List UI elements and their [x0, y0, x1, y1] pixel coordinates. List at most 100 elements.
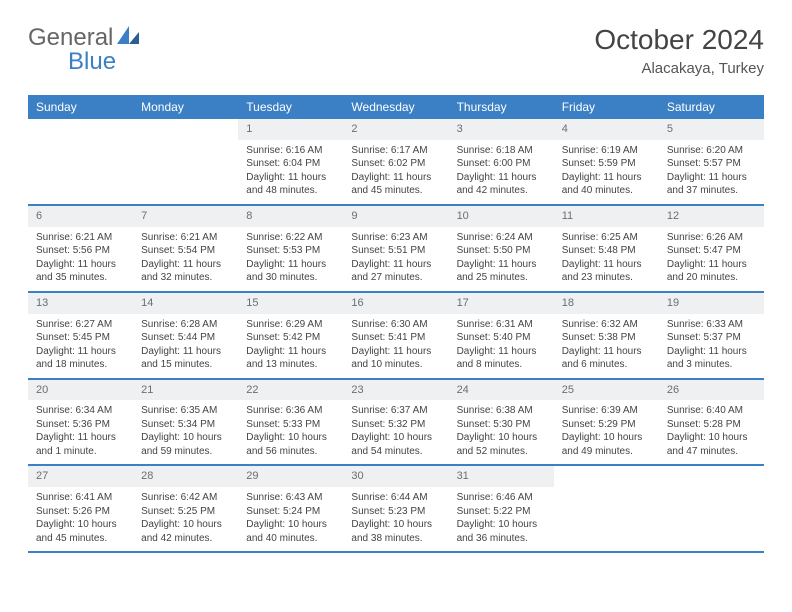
daylight-text: Daylight: 10 hours and 40 minutes.	[246, 518, 335, 545]
day-body: Sunrise: 6:22 AMSunset: 5:53 PMDaylight:…	[238, 227, 343, 291]
day-cell: 21Sunrise: 6:35 AMSunset: 5:34 PMDayligh…	[133, 380, 238, 465]
day-body: Sunrise: 6:24 AMSunset: 5:50 PMDaylight:…	[449, 227, 554, 291]
day-number: 24	[449, 380, 554, 401]
day-body: Sunrise: 6:34 AMSunset: 5:36 PMDaylight:…	[28, 400, 133, 464]
daylight-text: Daylight: 11 hours and 48 minutes.	[246, 171, 335, 198]
day-cell	[133, 119, 238, 204]
day-number: 30	[343, 466, 448, 487]
sunset-text: Sunset: 6:00 PM	[457, 157, 546, 171]
day-cell: 30Sunrise: 6:44 AMSunset: 5:23 PMDayligh…	[343, 466, 448, 551]
day-cell: 27Sunrise: 6:41 AMSunset: 5:26 PMDayligh…	[28, 466, 133, 551]
day-body: Sunrise: 6:37 AMSunset: 5:32 PMDaylight:…	[343, 400, 448, 464]
day-header: Friday	[554, 95, 659, 119]
sunset-text: Sunset: 5:44 PM	[141, 331, 230, 345]
day-body: Sunrise: 6:18 AMSunset: 6:00 PMDaylight:…	[449, 140, 554, 204]
daylight-text: Daylight: 11 hours and 20 minutes.	[667, 258, 756, 285]
sunset-text: Sunset: 5:40 PM	[457, 331, 546, 345]
day-cell: 10Sunrise: 6:24 AMSunset: 5:50 PMDayligh…	[449, 206, 554, 291]
sunset-text: Sunset: 5:23 PM	[351, 505, 440, 519]
sunrise-text: Sunrise: 6:39 AM	[562, 404, 651, 418]
sunrise-text: Sunrise: 6:21 AM	[141, 231, 230, 245]
day-body: Sunrise: 6:40 AMSunset: 5:28 PMDaylight:…	[659, 400, 764, 464]
day-number: 13	[28, 293, 133, 314]
sunset-text: Sunset: 5:47 PM	[667, 244, 756, 258]
day-cell	[554, 466, 659, 551]
day-cell: 7Sunrise: 6:21 AMSunset: 5:54 PMDaylight…	[133, 206, 238, 291]
day-cell: 5Sunrise: 6:20 AMSunset: 5:57 PMDaylight…	[659, 119, 764, 204]
day-cell: 12Sunrise: 6:26 AMSunset: 5:47 PMDayligh…	[659, 206, 764, 291]
sunrise-text: Sunrise: 6:43 AM	[246, 491, 335, 505]
calendar: Sunday Monday Tuesday Wednesday Thursday…	[28, 95, 764, 553]
day-cell: 8Sunrise: 6:22 AMSunset: 5:53 PMDaylight…	[238, 206, 343, 291]
day-number: 15	[238, 293, 343, 314]
day-cell: 3Sunrise: 6:18 AMSunset: 6:00 PMDaylight…	[449, 119, 554, 204]
day-header: Sunday	[28, 95, 133, 119]
sunset-text: Sunset: 5:42 PM	[246, 331, 335, 345]
day-body: Sunrise: 6:42 AMSunset: 5:25 PMDaylight:…	[133, 487, 238, 551]
day-number: 28	[133, 466, 238, 487]
day-number: 21	[133, 380, 238, 401]
daylight-text: Daylight: 11 hours and 6 minutes.	[562, 345, 651, 372]
day-number: 27	[28, 466, 133, 487]
day-cell	[28, 119, 133, 204]
day-cell	[659, 466, 764, 551]
sunrise-text: Sunrise: 6:41 AM	[36, 491, 125, 505]
day-body: Sunrise: 6:25 AMSunset: 5:48 PMDaylight:…	[554, 227, 659, 291]
day-cell: 31Sunrise: 6:46 AMSunset: 5:22 PMDayligh…	[449, 466, 554, 551]
day-number	[28, 119, 133, 125]
daylight-text: Daylight: 11 hours and 3 minutes.	[667, 345, 756, 372]
day-body: Sunrise: 6:32 AMSunset: 5:38 PMDaylight:…	[554, 314, 659, 378]
sunset-text: Sunset: 5:24 PM	[246, 505, 335, 519]
day-cell: 19Sunrise: 6:33 AMSunset: 5:37 PMDayligh…	[659, 293, 764, 378]
sunrise-text: Sunrise: 6:34 AM	[36, 404, 125, 418]
day-body: Sunrise: 6:31 AMSunset: 5:40 PMDaylight:…	[449, 314, 554, 378]
sunset-text: Sunset: 5:29 PM	[562, 418, 651, 432]
day-body: Sunrise: 6:35 AMSunset: 5:34 PMDaylight:…	[133, 400, 238, 464]
day-cell: 2Sunrise: 6:17 AMSunset: 6:02 PMDaylight…	[343, 119, 448, 204]
week-row: 6Sunrise: 6:21 AMSunset: 5:56 PMDaylight…	[28, 206, 764, 293]
day-number	[133, 119, 238, 125]
day-number: 26	[659, 380, 764, 401]
day-number: 14	[133, 293, 238, 314]
day-number: 10	[449, 206, 554, 227]
sunrise-text: Sunrise: 6:31 AM	[457, 318, 546, 332]
daylight-text: Daylight: 10 hours and 52 minutes.	[457, 431, 546, 458]
sunrise-text: Sunrise: 6:28 AM	[141, 318, 230, 332]
day-cell: 16Sunrise: 6:30 AMSunset: 5:41 PMDayligh…	[343, 293, 448, 378]
sunrise-text: Sunrise: 6:29 AM	[246, 318, 335, 332]
sunrise-text: Sunrise: 6:19 AM	[562, 144, 651, 158]
day-cell: 4Sunrise: 6:19 AMSunset: 5:59 PMDaylight…	[554, 119, 659, 204]
day-body: Sunrise: 6:41 AMSunset: 5:26 PMDaylight:…	[28, 487, 133, 551]
sunset-text: Sunset: 5:50 PM	[457, 244, 546, 258]
daylight-text: Daylight: 11 hours and 27 minutes.	[351, 258, 440, 285]
daylight-text: Daylight: 10 hours and 36 minutes.	[457, 518, 546, 545]
day-number: 3	[449, 119, 554, 140]
day-body: Sunrise: 6:28 AMSunset: 5:44 PMDaylight:…	[133, 314, 238, 378]
day-cell: 28Sunrise: 6:42 AMSunset: 5:25 PMDayligh…	[133, 466, 238, 551]
weeks-container: 1Sunrise: 6:16 AMSunset: 6:04 PMDaylight…	[28, 119, 764, 553]
sunset-text: Sunset: 5:41 PM	[351, 331, 440, 345]
sunset-text: Sunset: 5:36 PM	[36, 418, 125, 432]
day-number	[659, 466, 764, 472]
week-row: 27Sunrise: 6:41 AMSunset: 5:26 PMDayligh…	[28, 466, 764, 553]
week-row: 1Sunrise: 6:16 AMSunset: 6:04 PMDaylight…	[28, 119, 764, 206]
daylight-text: Daylight: 10 hours and 47 minutes.	[667, 431, 756, 458]
day-cell: 22Sunrise: 6:36 AMSunset: 5:33 PMDayligh…	[238, 380, 343, 465]
sunrise-text: Sunrise: 6:16 AM	[246, 144, 335, 158]
day-number: 31	[449, 466, 554, 487]
sunrise-text: Sunrise: 6:17 AM	[351, 144, 440, 158]
day-body: Sunrise: 6:39 AMSunset: 5:29 PMDaylight:…	[554, 400, 659, 464]
day-cell: 9Sunrise: 6:23 AMSunset: 5:51 PMDaylight…	[343, 206, 448, 291]
daylight-text: Daylight: 11 hours and 45 minutes.	[351, 171, 440, 198]
day-body: Sunrise: 6:46 AMSunset: 5:22 PMDaylight:…	[449, 487, 554, 551]
day-body: Sunrise: 6:36 AMSunset: 5:33 PMDaylight:…	[238, 400, 343, 464]
daylight-text: Daylight: 11 hours and 35 minutes.	[36, 258, 125, 285]
day-body: Sunrise: 6:43 AMSunset: 5:24 PMDaylight:…	[238, 487, 343, 551]
day-number: 11	[554, 206, 659, 227]
daylight-text: Daylight: 11 hours and 13 minutes.	[246, 345, 335, 372]
day-body: Sunrise: 6:27 AMSunset: 5:45 PMDaylight:…	[28, 314, 133, 378]
sunset-text: Sunset: 5:32 PM	[351, 418, 440, 432]
daylight-text: Daylight: 10 hours and 45 minutes.	[36, 518, 125, 545]
title-block: October 2024 Alacakaya, Turkey	[594, 24, 764, 77]
day-number: 8	[238, 206, 343, 227]
